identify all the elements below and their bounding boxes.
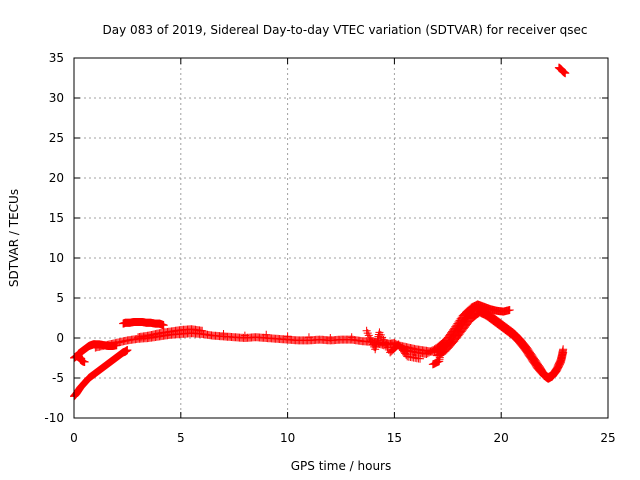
data-point [456,314,465,323]
data-point [371,343,380,352]
x-tick-label: 25 [600,431,615,445]
data-point [450,324,459,333]
y-tick-label: -10 [44,411,64,425]
data-point [240,331,249,340]
data-point [551,368,560,377]
x-axis-label: GPS time / hours [291,459,392,473]
data-point [372,341,381,349]
data-point [326,334,335,342]
y-tick-label: 15 [49,211,64,225]
data-point [159,321,168,330]
x-tick-label: 15 [387,431,402,445]
data-point [452,321,461,330]
data-point [373,336,382,345]
x-tick-label: 10 [280,431,295,445]
data-point [416,354,425,363]
x-tick-label: 5 [177,431,185,445]
data-point [123,346,132,354]
y-tick-label: 0 [56,331,64,345]
data-point [455,316,464,325]
x-tick-label: 20 [494,431,509,445]
data-point [198,326,207,335]
x-tick-label: 0 [70,431,78,445]
data-point [219,330,228,338]
data-points [70,63,570,401]
data-point [80,358,89,366]
plot-border [73,57,609,419]
y-tick-label: 5 [56,291,64,305]
data-point [347,333,356,342]
data-point [437,342,446,350]
data-point [453,319,462,328]
y-tick-label: 30 [49,91,64,105]
chart-title: Day 083 of 2019, Sidereal Day-to-day VTE… [103,23,588,37]
data-point [451,322,460,331]
y-tick-label: -5 [52,371,64,385]
data-point [304,333,313,342]
y-tick-label: 10 [49,251,64,265]
data-point [559,348,568,357]
y-tick-label: 20 [49,171,64,185]
axis-ticks: 0 5 10 15 20 25 -10 -5 0 5 10 15 20 25 30 35 [44,51,615,445]
data-point [505,306,514,314]
y-tick-label: 35 [49,51,64,65]
y-tick-label: 25 [49,131,64,145]
data-point [439,338,448,347]
data-point [262,330,271,339]
data-point [372,338,381,347]
grid-lines [74,58,608,418]
data-point [454,318,463,326]
data-point [561,69,570,78]
y-axis-label: SDTVAR / TECUs [7,189,21,287]
data-point [371,345,380,354]
data-point [283,332,292,341]
